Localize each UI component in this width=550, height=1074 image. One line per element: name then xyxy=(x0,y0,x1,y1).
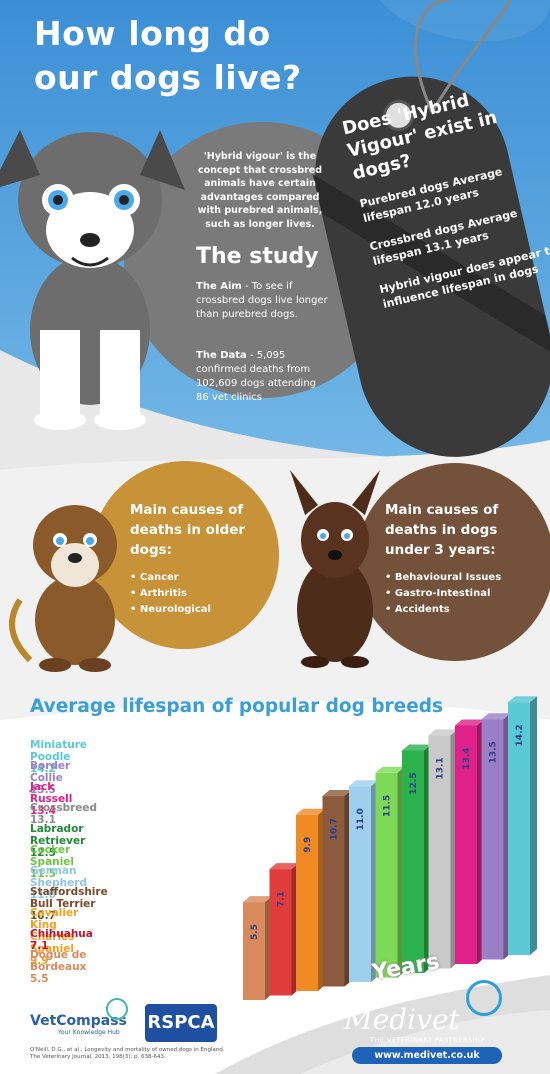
bar-border-collie: 13.5 xyxy=(481,713,511,960)
breed-item-dogue-de-bordeaux: Dogue de Bordeaux 5.5 xyxy=(30,949,87,985)
breed-item-crossbreed: Crossbreed 13.1 xyxy=(30,802,98,826)
bar-top xyxy=(269,863,299,870)
bar-top xyxy=(322,790,352,797)
young-dog-icon xyxy=(290,470,380,668)
bar-value-label: 7.1 xyxy=(277,891,287,907)
bar-top xyxy=(428,729,458,736)
vetcompass-logo: VetCompass Your Knowledge Hub xyxy=(30,1013,127,1036)
older-causes-heading: Main causes of deaths in older dogs: xyxy=(130,502,246,558)
grey-dog-icon xyxy=(0,130,185,430)
breed-item-staffordshire: Staffordshire Bull Terrier 10.7 xyxy=(30,886,108,922)
vetcompass-name: VetCompass xyxy=(30,1013,127,1029)
breed-item-labrador: Labrador Retriever 12.5 xyxy=(30,823,86,859)
medivet-emblem-icon xyxy=(466,980,502,1016)
breed-item-cavalier: Cavalier King Charles Spaniel 9.9 xyxy=(30,907,79,967)
bar-staffordshire-bull-terrier: 10.7 xyxy=(322,790,352,987)
aim-label: The Aim xyxy=(196,281,242,292)
medivet-url[interactable]: www.medivet.co.uk xyxy=(352,1047,502,1064)
young-cause-item: Accidents xyxy=(385,602,535,618)
study-aim: The Aim - To see if crossbred dogs live … xyxy=(196,280,331,322)
breed-item-miniature-poodle: Miniature Poodle 14.2 xyxy=(30,739,88,775)
medivet-tagline: THE VETERINARY PARTNERSHIP xyxy=(370,1036,485,1044)
breed-item-german-shepherd: German Shepherd 11.0 xyxy=(30,865,87,901)
bar-face xyxy=(269,869,292,996)
data-label: The Data xyxy=(196,350,247,361)
bar-cavalier-king-charles-spaniel: 9.9 xyxy=(296,808,325,991)
title-line-1: How long do xyxy=(34,14,271,53)
bar-face xyxy=(402,750,424,973)
bar-top xyxy=(243,896,272,903)
citation: O'Neill, D.G., et al., Longevity and mor… xyxy=(30,1047,225,1060)
older-cause-item: Neurological xyxy=(130,602,250,618)
bar-value-label: 12.5 xyxy=(409,773,419,795)
bar-top xyxy=(402,744,431,751)
bar-value-label: 13.1 xyxy=(436,757,446,779)
bar-face xyxy=(296,814,318,991)
breed-item-jack-russell: Jack Russell 13.4 xyxy=(30,781,73,817)
bar-top xyxy=(349,780,378,787)
bar-top xyxy=(296,808,325,815)
bar-top xyxy=(481,713,511,720)
bar-value-label: 9.9 xyxy=(303,837,313,853)
bar-top xyxy=(508,696,537,703)
tag-string-icon xyxy=(414,0,512,113)
bar-value-label: 10.7 xyxy=(330,818,340,840)
medivet-logo: Medivet xyxy=(344,1003,460,1036)
vetcompass-network-icon xyxy=(106,998,128,1020)
bar-face xyxy=(375,772,398,978)
older-dog-icon xyxy=(9,505,117,672)
young-cause-item: Behavioural Issues xyxy=(385,570,535,586)
breeds-heading: Average lifespan of popular dog breeds xyxy=(30,696,444,717)
young-dogs-causes: Main causes of deaths in dogs under 3 ye… xyxy=(385,500,535,618)
vetcompass-tagline: Your Knowledge Hub xyxy=(58,1029,120,1036)
older-cause-item: Arthritis xyxy=(130,586,250,602)
bar-face xyxy=(508,702,530,955)
young-causes-list: Behavioural Issues Gastro-Intestinal Acc… xyxy=(385,570,535,618)
bar-chihuahua: 7.1 xyxy=(269,863,299,996)
aim-text: - To see if crossbred dogs live longer t… xyxy=(196,281,328,320)
study-heading: The study xyxy=(196,244,319,269)
bar-labrador-retriever: 12.5 xyxy=(402,744,431,973)
rspca-logo: RSPCA xyxy=(145,1004,217,1042)
bar-value-label: 5.5 xyxy=(250,924,260,940)
bar-dogue-de-bordeaux: 5.5 xyxy=(243,896,272,1000)
hybrid-tag xyxy=(312,76,550,457)
page-title: How long do our dogs live? xyxy=(34,12,304,100)
breed-item-chihuahua: Chihuahua 7.1 xyxy=(30,928,93,952)
hybrid-vigour-intro: 'Hybrid vigour' is the concept that cros… xyxy=(197,151,323,230)
breed-item-border-collie: Border Collie 13.5 xyxy=(30,760,71,796)
bar-face xyxy=(349,786,371,982)
bar-value-label: 11.5 xyxy=(383,795,393,817)
young-cause-item: Gastro-Intestinal xyxy=(385,586,535,602)
bar-miniature-poodle: 14.2 xyxy=(508,696,537,955)
data-text: - 5,095 confirmed deaths from 102,609 do… xyxy=(196,350,317,403)
bar-face xyxy=(243,902,265,1000)
bar-face xyxy=(322,796,345,987)
bar-value-label: 13.4 xyxy=(462,747,472,769)
bar-value-label: 14.2 xyxy=(515,724,525,746)
bar-face xyxy=(455,725,477,964)
bar-crossbreed: 13.1 xyxy=(428,729,458,969)
bar-top xyxy=(375,766,405,773)
bar-cocker-spaniel: 11.5 xyxy=(375,766,405,978)
older-causes-list: Cancer Arthritis Neurological xyxy=(130,570,250,618)
bar-value-label: 11.0 xyxy=(356,808,366,830)
breed-item-cocker-spaniel: Cocker Spaniel 11.5 xyxy=(30,844,74,880)
bar-value-label: 13.5 xyxy=(489,741,499,763)
bar-side xyxy=(530,696,537,955)
older-cause-item: Cancer xyxy=(130,570,250,586)
title-line-2: our dogs live? xyxy=(34,58,302,97)
bar-face xyxy=(428,735,451,969)
bar-top xyxy=(455,719,484,726)
study-data: The Data - 5,095 confirmed deaths from 1… xyxy=(196,349,331,405)
bar-face xyxy=(481,719,504,960)
young-causes-heading: Main causes of deaths in dogs under 3 ye… xyxy=(385,502,499,558)
bar-german-shepherd: 11.0 xyxy=(349,780,378,982)
older-dogs-causes: Main causes of deaths in older dogs: Can… xyxy=(130,500,250,618)
bar-jack-russell: 13.4 xyxy=(455,719,484,964)
